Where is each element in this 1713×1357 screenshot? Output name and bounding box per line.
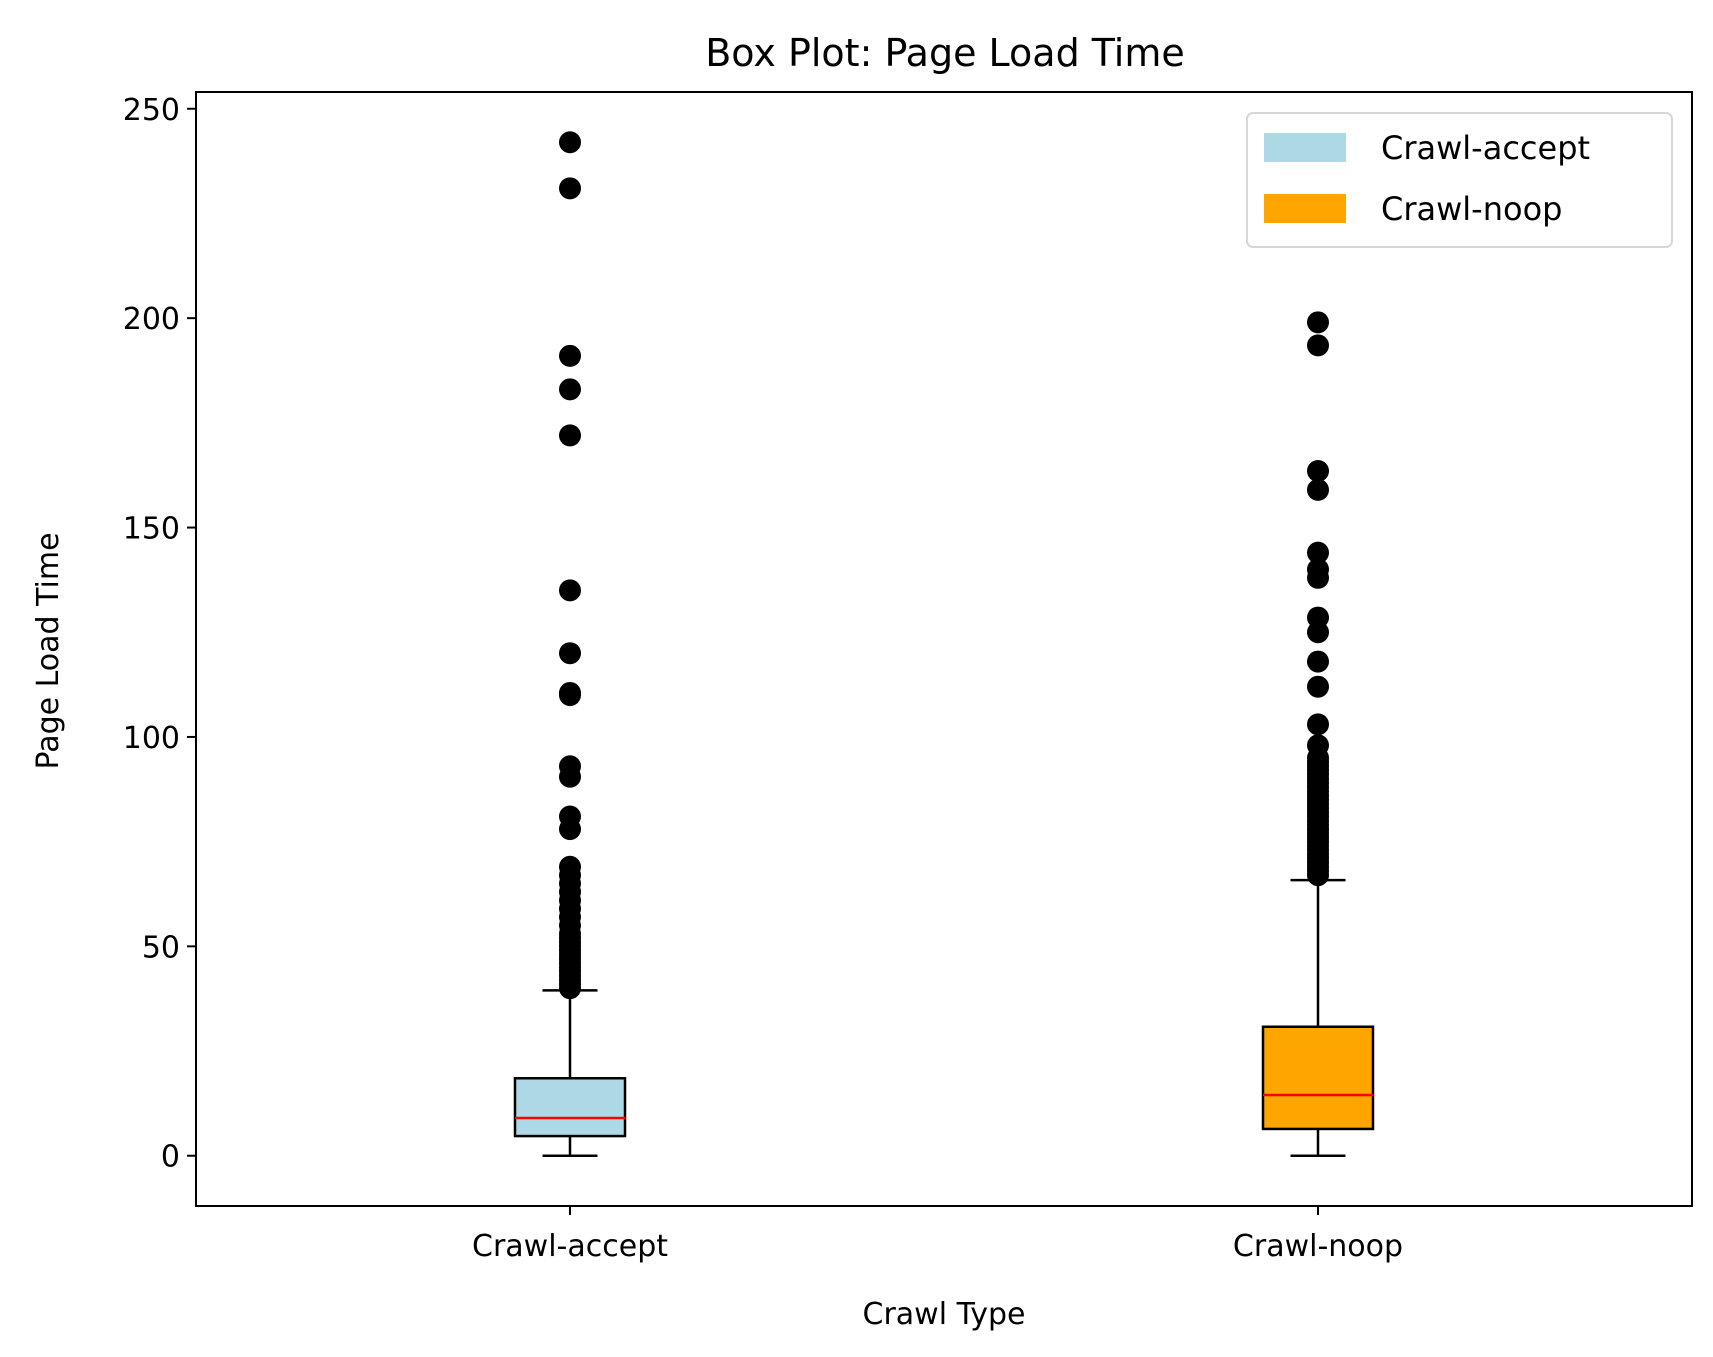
legend-swatch-crawl-noop [1264, 194, 1346, 223]
y-tick-label: 0 [161, 1140, 180, 1175]
outlier-point-crawl-accept [559, 424, 581, 447]
plot-area [513, 131, 1375, 1157]
iqr-box-crawl-noop [1261, 1025, 1375, 1131]
outlier-point-crawl-noop [1307, 460, 1329, 483]
y-tick-label: 50 [142, 930, 180, 965]
y-axis: 0 50 100 150 200 250 [123, 93, 196, 1175]
outlier-point-crawl-noop [1307, 541, 1329, 564]
outlier-point-crawl-accept [559, 131, 581, 154]
y-tick-label: 250 [123, 93, 180, 128]
outlier-point-crawl-accept [559, 378, 581, 401]
plot-frame [195, 91, 1693, 1207]
legend-label-crawl-accept: Crawl-accept [1381, 129, 1590, 167]
x-axis-label: Crawl Type [863, 1297, 1026, 1332]
outlier-point-crawl-accept [559, 177, 581, 200]
y-tick-label: 100 [123, 721, 180, 756]
legend: Crawl-accept Crawl-noop [1246, 112, 1673, 248]
outlier-point-crawl-accept [559, 344, 581, 367]
x-axis: Crawl-accept Crawl-noop [472, 1206, 1403, 1264]
outlier-point-crawl-accept [559, 681, 581, 704]
outlier-point-crawl-noop [1307, 558, 1329, 581]
outlier-point-crawl-accept [559, 805, 581, 828]
outlier-point-crawl-accept [559, 755, 581, 778]
outlier-point-crawl-accept [559, 579, 581, 602]
outlier-point-crawl-accept [559, 642, 581, 665]
outlier-point-crawl-noop [1307, 606, 1329, 629]
x-tick-label: Crawl-noop [1233, 1229, 1403, 1264]
outlier-point-crawl-noop [1307, 334, 1329, 357]
box-crawl-noop [1261, 311, 1375, 1157]
y-axis-label: Page Load Time [31, 532, 66, 769]
outlier-point-crawl-accept [559, 855, 581, 878]
outlier-point-crawl-noop [1307, 734, 1329, 757]
chart-title: Box Plot: Page Load Time [705, 31, 1185, 75]
outlier-point-crawl-noop [1307, 478, 1329, 501]
iqr-box-crawl-accept [513, 1077, 627, 1138]
box-crawl-accept [513, 131, 627, 1157]
legend-swatch-crawl-accept [1264, 133, 1346, 162]
legend-frame [1246, 112, 1673, 248]
outlier-point-crawl-noop [1307, 713, 1329, 736]
x-tick-label: Crawl-accept [472, 1229, 668, 1264]
legend-label-crawl-noop: Crawl-noop [1381, 190, 1562, 228]
outlier-point-crawl-noop [1307, 311, 1329, 334]
y-tick-label: 150 [123, 512, 180, 547]
y-tick-label: 200 [123, 302, 180, 337]
outlier-point-crawl-noop [1307, 650, 1329, 673]
outlier-point-crawl-noop [1307, 675, 1329, 698]
